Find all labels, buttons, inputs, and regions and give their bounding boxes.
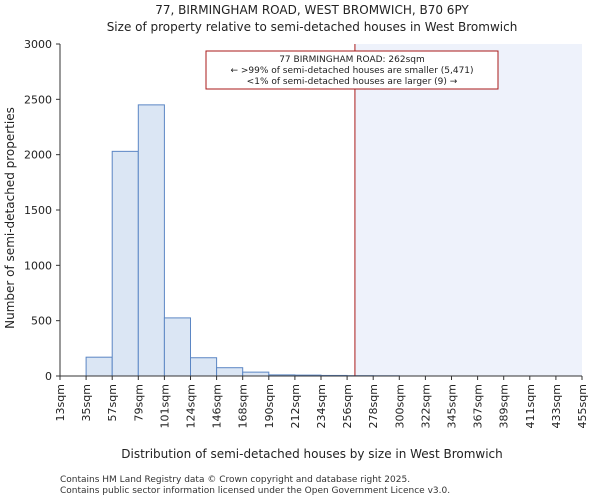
x-tick-label: 168sqm [237,384,250,428]
x-axis-ticks: 13sqm 35sqm 57sqm 79sqm 101sqm 124sqm 146sqm 16… [54,376,589,428]
annotation-box: 77 BIRMINGHAM ROAD: 262sqm ← >99% of sem… [205,50,499,90]
y-tick-label: 0 [45,370,52,383]
x-tick-label: 57sqm [106,384,119,421]
x-tick-label: 212sqm [289,384,302,428]
x-tick-label: 234sqm [315,384,328,428]
x-tick-label: 256sqm [341,384,354,428]
annotation-line-3: <1% of semi-detached houses are larger (… [247,77,458,87]
x-axis-label: Distribution of semi-detached houses by … [121,447,503,461]
chart-subtitle: Size of property relative to semi-detach… [107,20,518,34]
bar-79sqm [137,104,165,377]
x-tick-label: 278sqm [367,384,380,428]
y-axis-label: Number of semi-detached properties [3,107,17,329]
y-tick-label: 2500 [24,93,52,106]
annotation-line-1: 77 BIRMINGHAM ROAD: 262sqm [279,55,425,65]
larger-properties-region [354,44,582,376]
bar-168sqm [242,371,270,377]
x-tick-label: 146sqm [211,384,224,428]
annotation-border [205,50,499,90]
x-tick-label: 13sqm [54,384,67,421]
x-tick-label: 345sqm [446,384,459,428]
x-tick-label: 322sqm [419,384,432,428]
y-axis-ticks: 0 500 1000 1500 2000 2500 3000 [24,38,60,383]
footer-line-2: Contains public sector information licen… [60,486,450,496]
x-tick-label: 300sqm [393,384,406,428]
bar-35sqm [85,356,113,377]
bar-101sqm [163,317,191,377]
x-tick-label: 389sqm [498,384,511,428]
y-tick-label: 1500 [24,204,52,217]
x-tick-label: 190sqm [263,384,276,428]
bars-group [85,104,400,377]
x-tick-label: 101sqm [158,384,171,428]
x-tick-label: 433sqm [550,384,563,428]
x-tick-label: 455sqm [576,384,589,428]
y-tick-label: 3000 [24,38,52,51]
x-tick-label: 79sqm [132,384,145,421]
bar-124sqm [190,357,218,377]
chart-title: 77, BIRMINGHAM ROAD, WEST BROMWICH, B70 … [155,3,469,17]
bar-57sqm [111,150,139,377]
x-tick-label: 124sqm [185,384,198,428]
y-tick-label: 2000 [24,149,52,162]
x-tick-label: 367sqm [472,384,485,428]
y-tick-label: 500 [31,315,52,328]
annotation-line-2: ← >99% of semi-detached houses are small… [230,66,473,76]
bar-146sqm [216,367,244,377]
footer-line-1: Contains HM Land Registry data © Crown c… [60,475,410,485]
x-tick-label: 35sqm [80,384,93,421]
y-tick-label: 1000 [24,259,52,272]
x-tick-label: 411sqm [524,384,537,428]
